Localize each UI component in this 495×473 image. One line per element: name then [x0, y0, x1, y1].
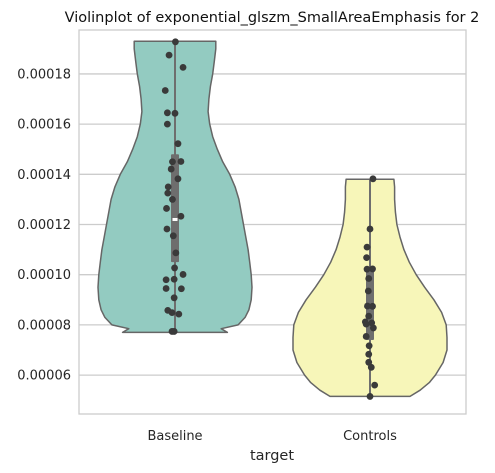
- data-point: [365, 358, 373, 366]
- data-point: [363, 243, 371, 251]
- data-point: [179, 63, 187, 71]
- data-point: [174, 140, 182, 148]
- data-point: [369, 175, 377, 183]
- data-point: [363, 265, 371, 273]
- data-point: [170, 328, 178, 335]
- data-point: [366, 225, 374, 233]
- data-point: [171, 264, 178, 272]
- data-point: [363, 254, 371, 262]
- data-point: [362, 333, 370, 340]
- data-point: [167, 165, 175, 173]
- y-tick-label: 0.00010: [17, 268, 71, 283]
- chart-title: Violinplot of exponential_glszm_SmallAre…: [65, 10, 480, 26]
- data-point: [163, 225, 171, 233]
- data-point: [367, 363, 375, 371]
- data-point: [177, 285, 185, 293]
- data-point: [177, 212, 185, 220]
- data-point: [163, 109, 171, 117]
- data-point: [162, 276, 170, 284]
- data-point: [170, 275, 178, 283]
- data-point: [365, 275, 373, 282]
- data-point: [177, 158, 185, 165]
- data-point: [169, 158, 176, 166]
- x-tick-label: Baseline: [147, 429, 202, 444]
- data-point: [163, 120, 171, 128]
- data-point: [362, 320, 370, 328]
- plot-frame: [78, 29, 467, 415]
- y-tick-labels: 0.00006 0.00008 0.00010 0.00012 0.00014 0.000…: [17, 67, 71, 383]
- x-tick-label: Controls: [343, 429, 397, 444]
- data-point: [366, 393, 374, 400]
- x-tick-labels: Baseline Controls: [147, 429, 397, 444]
- data-point: [163, 205, 170, 212]
- data-point: [365, 312, 373, 320]
- data-point: [175, 310, 183, 318]
- data-point: [174, 175, 182, 183]
- y-tick-label: 0.00008: [17, 318, 71, 333]
- data-point: [369, 265, 376, 273]
- data-point: [365, 342, 373, 350]
- data-point: [371, 381, 379, 389]
- data-point: [164, 189, 172, 197]
- data-point: [165, 51, 173, 59]
- data-point: [179, 271, 187, 278]
- median-marker: [172, 217, 178, 221]
- data-point: [161, 87, 169, 94]
- data-point: [169, 232, 177, 240]
- data-point: [365, 350, 373, 358]
- data-point: [364, 302, 371, 310]
- data-point: [172, 38, 179, 46]
- data-point: [364, 287, 372, 295]
- y-tick-label: 0.00016: [17, 118, 71, 133]
- y-tick-label: 0.00018: [17, 67, 71, 82]
- data-point: [368, 319, 376, 327]
- data-point: [169, 196, 176, 203]
- data-point: [168, 309, 176, 317]
- y-tick-label: 0.00014: [17, 168, 71, 183]
- y-tick-label: 0.00006: [17, 369, 71, 384]
- data-point: [170, 294, 178, 302]
- data-point: [162, 285, 170, 292]
- data-point: [171, 109, 179, 117]
- x-axis-title: target: [250, 448, 294, 464]
- data-point: [369, 302, 376, 310]
- data-point: [172, 249, 180, 257]
- y-tick-label: 0.00012: [17, 218, 71, 233]
- data-point: [164, 183, 172, 191]
- strip-points: [161, 38, 379, 400]
